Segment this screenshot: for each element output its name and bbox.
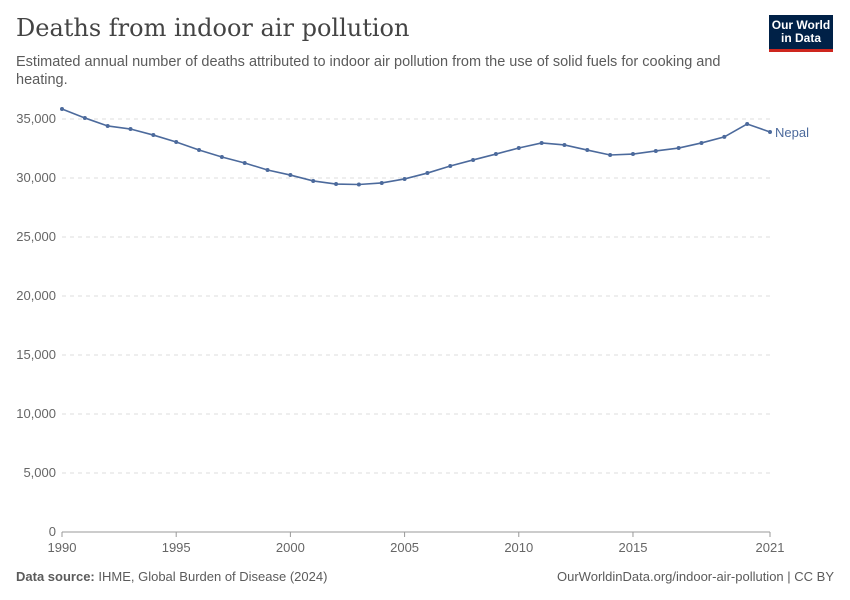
y-tick-label: 35,000 xyxy=(16,111,56,126)
data-point xyxy=(128,127,133,132)
y-tick-label: 30,000 xyxy=(16,170,56,185)
data-point xyxy=(676,146,681,151)
y-tick-label: 20,000 xyxy=(16,288,56,303)
data-point xyxy=(585,148,590,153)
owid-logo[interactable]: Our World in Data xyxy=(769,15,833,52)
data-point xyxy=(356,182,361,187)
series-label: Nepal xyxy=(775,125,809,140)
y-tick-label: 5,000 xyxy=(23,465,56,480)
data-point xyxy=(471,157,476,162)
data-point xyxy=(82,115,87,120)
data-point xyxy=(493,152,498,157)
x-tick-label: 2015 xyxy=(619,540,648,555)
y-tick-label: 0 xyxy=(49,524,56,539)
data-point xyxy=(174,140,179,145)
data-point xyxy=(242,161,247,166)
data-point xyxy=(608,152,613,157)
data-point xyxy=(402,176,407,181)
data-point xyxy=(722,134,727,139)
data-point xyxy=(653,148,658,153)
data-point xyxy=(539,140,544,145)
chart-subtitle: Estimated annual number of deaths attrib… xyxy=(16,54,721,88)
x-tick-label: 1995 xyxy=(162,540,191,555)
data-point xyxy=(699,140,704,145)
y-tick-label: 25,000 xyxy=(16,229,56,244)
data-point xyxy=(630,152,635,157)
data-point xyxy=(105,123,110,128)
data-point xyxy=(60,106,64,111)
data-point xyxy=(516,146,521,151)
chart-title: Deaths from indoor air pollution xyxy=(16,14,410,42)
data-point xyxy=(334,182,339,187)
x-tick-label: 1990 xyxy=(48,540,77,555)
data-point xyxy=(425,171,430,176)
data-point xyxy=(379,180,384,185)
source-text[interactable]: IHME, Global Burden of Disease (2024) xyxy=(98,569,328,584)
data-point xyxy=(219,154,224,159)
data-point xyxy=(311,178,316,183)
data-point xyxy=(197,148,202,153)
data-point xyxy=(562,142,567,147)
x-tick-label: 2000 xyxy=(276,540,305,555)
x-tick-label: 2005 xyxy=(390,540,419,555)
data-point xyxy=(768,129,772,134)
footer-url[interactable]: OurWorldinData.org/indoor-air-pollution … xyxy=(557,569,834,584)
data-point xyxy=(448,163,453,168)
x-tick-label: 2021 xyxy=(756,540,785,555)
y-tick-label: 15,000 xyxy=(16,347,56,362)
y-tick-label: 10,000 xyxy=(16,406,56,421)
series-line xyxy=(61,108,771,186)
data-point xyxy=(151,133,156,138)
data-point xyxy=(265,167,270,172)
x-tick-label: 2010 xyxy=(504,540,533,555)
data-point xyxy=(745,121,750,126)
data-source: Data source: IHME, Global Burden of Dise… xyxy=(16,569,328,584)
data-point xyxy=(288,173,293,178)
